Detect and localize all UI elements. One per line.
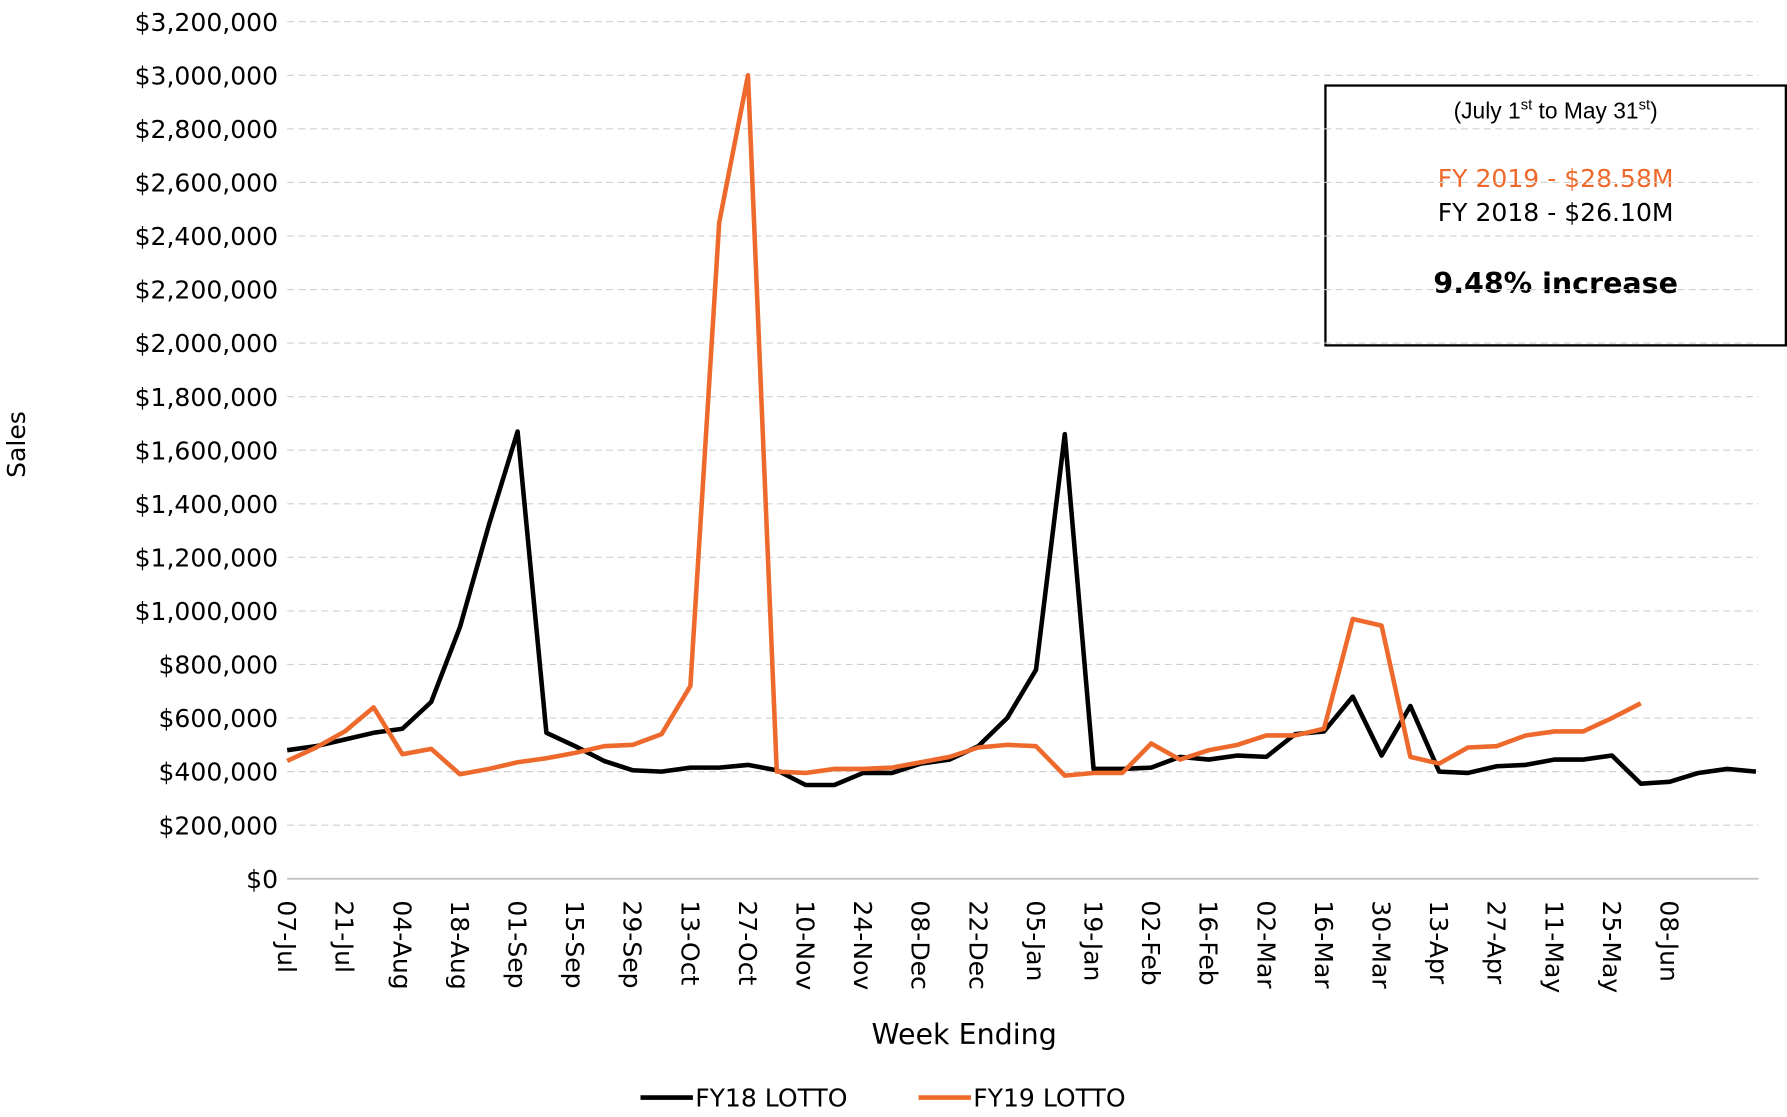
y-tick-label: $1,600,000 [135, 436, 279, 465]
y-tick-label: $600,000 [158, 704, 278, 733]
x-tick-label: 13-Apr [1424, 900, 1453, 984]
x-tick-label: 27-Apr [1482, 900, 1511, 984]
x-tick-label: 13-Oct [675, 900, 704, 985]
x-tick-label: 16-Feb [1194, 900, 1223, 985]
x-axis-label: Week Ending [872, 1018, 1057, 1051]
x-tick-label: 24-Nov [848, 900, 877, 990]
y-tick-label: $400,000 [158, 758, 278, 787]
legend-label: FY18 LOTTO [695, 1084, 847, 1113]
y-tick-label: $1,800,000 [135, 383, 279, 412]
y-tick-label: $800,000 [158, 651, 278, 680]
x-tick-label: 18-Aug [445, 900, 474, 989]
x-tick-label: 21-Jul [330, 900, 359, 973]
x-tick-label: 02-Feb [1136, 900, 1165, 985]
y-tick-label: $0 [246, 865, 278, 894]
y-tick-label: $2,600,000 [135, 169, 279, 198]
x-tick-label: 11-May [1539, 900, 1568, 993]
y-axis-label: Sales [2, 411, 31, 478]
y-tick-label: $2,400,000 [135, 222, 279, 251]
y-tick-label: $1,000,000 [135, 597, 279, 626]
superscript: st [1639, 97, 1651, 113]
y-tick-label: $1,400,000 [135, 490, 279, 519]
y-tick-label: $1,200,000 [135, 543, 279, 572]
annotation-change: 9.48% increase [1433, 267, 1678, 300]
legend-label: FY19 LOTTO [973, 1084, 1125, 1113]
y-tick-label: $3,200,000 [135, 8, 279, 37]
x-tick-label: 01-Sep [502, 900, 531, 988]
annotation-period: (July 1st to May 31st) [1454, 97, 1658, 123]
x-tick-label: 22-Dec [963, 900, 992, 989]
text: ) [1650, 98, 1658, 124]
y-tick-label: $3,000,000 [135, 61, 279, 90]
x-tick-label: 02-Mar [1251, 900, 1280, 989]
annotation-fy2019: FY 2019 - $28.58M [1438, 164, 1674, 193]
series-line [286, 429, 1757, 788]
x-tick-label: 10-Nov [790, 900, 819, 990]
text: (July 1 [1454, 98, 1521, 124]
x-tick-label: 29-Sep [618, 900, 647, 988]
y-tick-label: $2,000,000 [135, 329, 279, 358]
x-tick-label: 27-Oct [733, 900, 762, 985]
y-tick-label: $2,800,000 [135, 115, 279, 144]
y-tick-label: $200,000 [158, 811, 278, 840]
superscript: st [1521, 97, 1533, 113]
x-tick-label: 15-Sep [560, 900, 589, 988]
x-tick-label: 05-Jan [1021, 900, 1050, 981]
y-tick-label: $2,200,000 [135, 276, 279, 305]
x-tick-label: 08-Dec [906, 900, 935, 989]
x-tick-label: 04-Aug [387, 900, 416, 989]
x-tick-label: 19-Jan [1078, 900, 1107, 981]
x-tick-label: 16-Mar [1309, 900, 1338, 989]
annotation-fy2018: FY 2018 - $26.10M [1438, 198, 1674, 227]
x-tick-label: 08-Jun [1654, 900, 1683, 982]
x-tick-label: 30-Mar [1366, 900, 1395, 989]
text: to May 31 [1532, 98, 1638, 124]
x-tick-label: 25-May [1597, 900, 1626, 993]
x-tick-label: 07-Jul [272, 900, 301, 973]
series-line [286, 73, 1642, 778]
